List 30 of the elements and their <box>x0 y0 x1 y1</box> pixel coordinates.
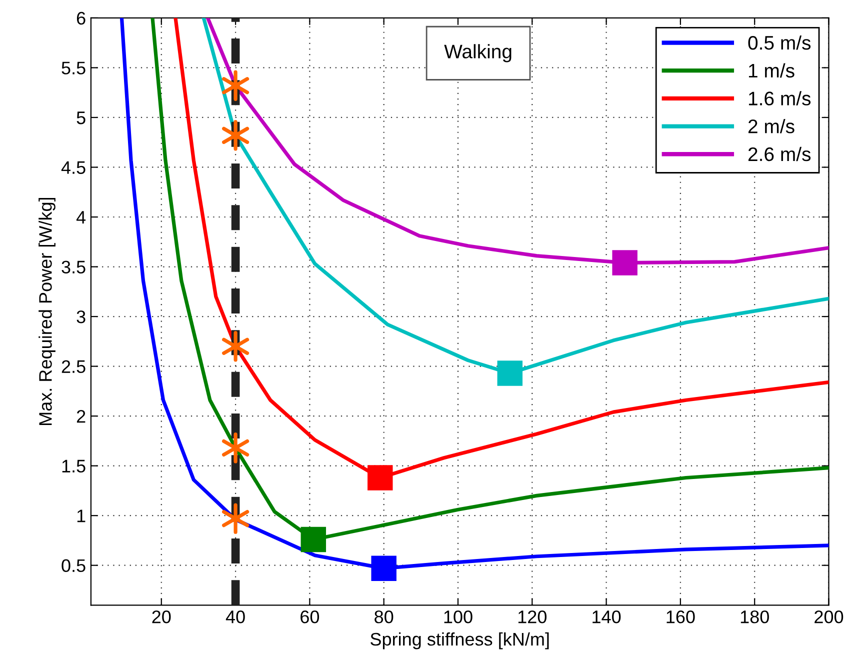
legend-label: 1 m/s <box>748 63 794 78</box>
x-tick-label: 40 <box>226 610 245 624</box>
x-tick-label: 200 <box>814 610 844 624</box>
legend-label: 2.6 m/s <box>748 146 811 162</box>
y-tick-label: 3.5 <box>62 260 86 274</box>
y-tick-label: 2 <box>76 410 86 423</box>
x-tick-label: 140 <box>592 610 621 624</box>
y-tick-label: 2.5 <box>62 360 86 374</box>
x-tick-label: 20 <box>152 610 171 624</box>
x-axis-title: Spring stiffness [kN/m] <box>370 632 549 650</box>
y-tick-label: 1.5 <box>62 460 86 473</box>
x-tick-label: 80 <box>374 610 394 624</box>
x-tick-label: 180 <box>740 610 769 624</box>
y-tick-label: 4.5 <box>61 161 86 174</box>
y-tick-label: 0.5 <box>62 559 86 572</box>
y-tick-label: 5.5 <box>62 62 86 74</box>
y-tick-label: 4 <box>76 211 86 224</box>
x-tick-label: 120 <box>518 610 547 624</box>
y-tick-label: 1 <box>77 510 86 522</box>
y-tick-label: 3 <box>76 310 86 324</box>
x-tick-label: 160 <box>666 610 695 624</box>
annotation: Walking <box>444 44 512 62</box>
x-tick-label: 100 <box>444 610 472 624</box>
legend-label: 2 m/s <box>748 119 794 134</box>
y-tick-label: 6 <box>76 12 86 25</box>
y-axis-title: Max. Required Power [W/kg] <box>38 198 56 425</box>
y-tick-label: 5 <box>76 112 86 124</box>
legend-label: 1.6 m/s <box>748 91 811 106</box>
x-tick-label: 60 <box>300 610 320 624</box>
legend-label: 0.5 m/s <box>748 35 811 50</box>
